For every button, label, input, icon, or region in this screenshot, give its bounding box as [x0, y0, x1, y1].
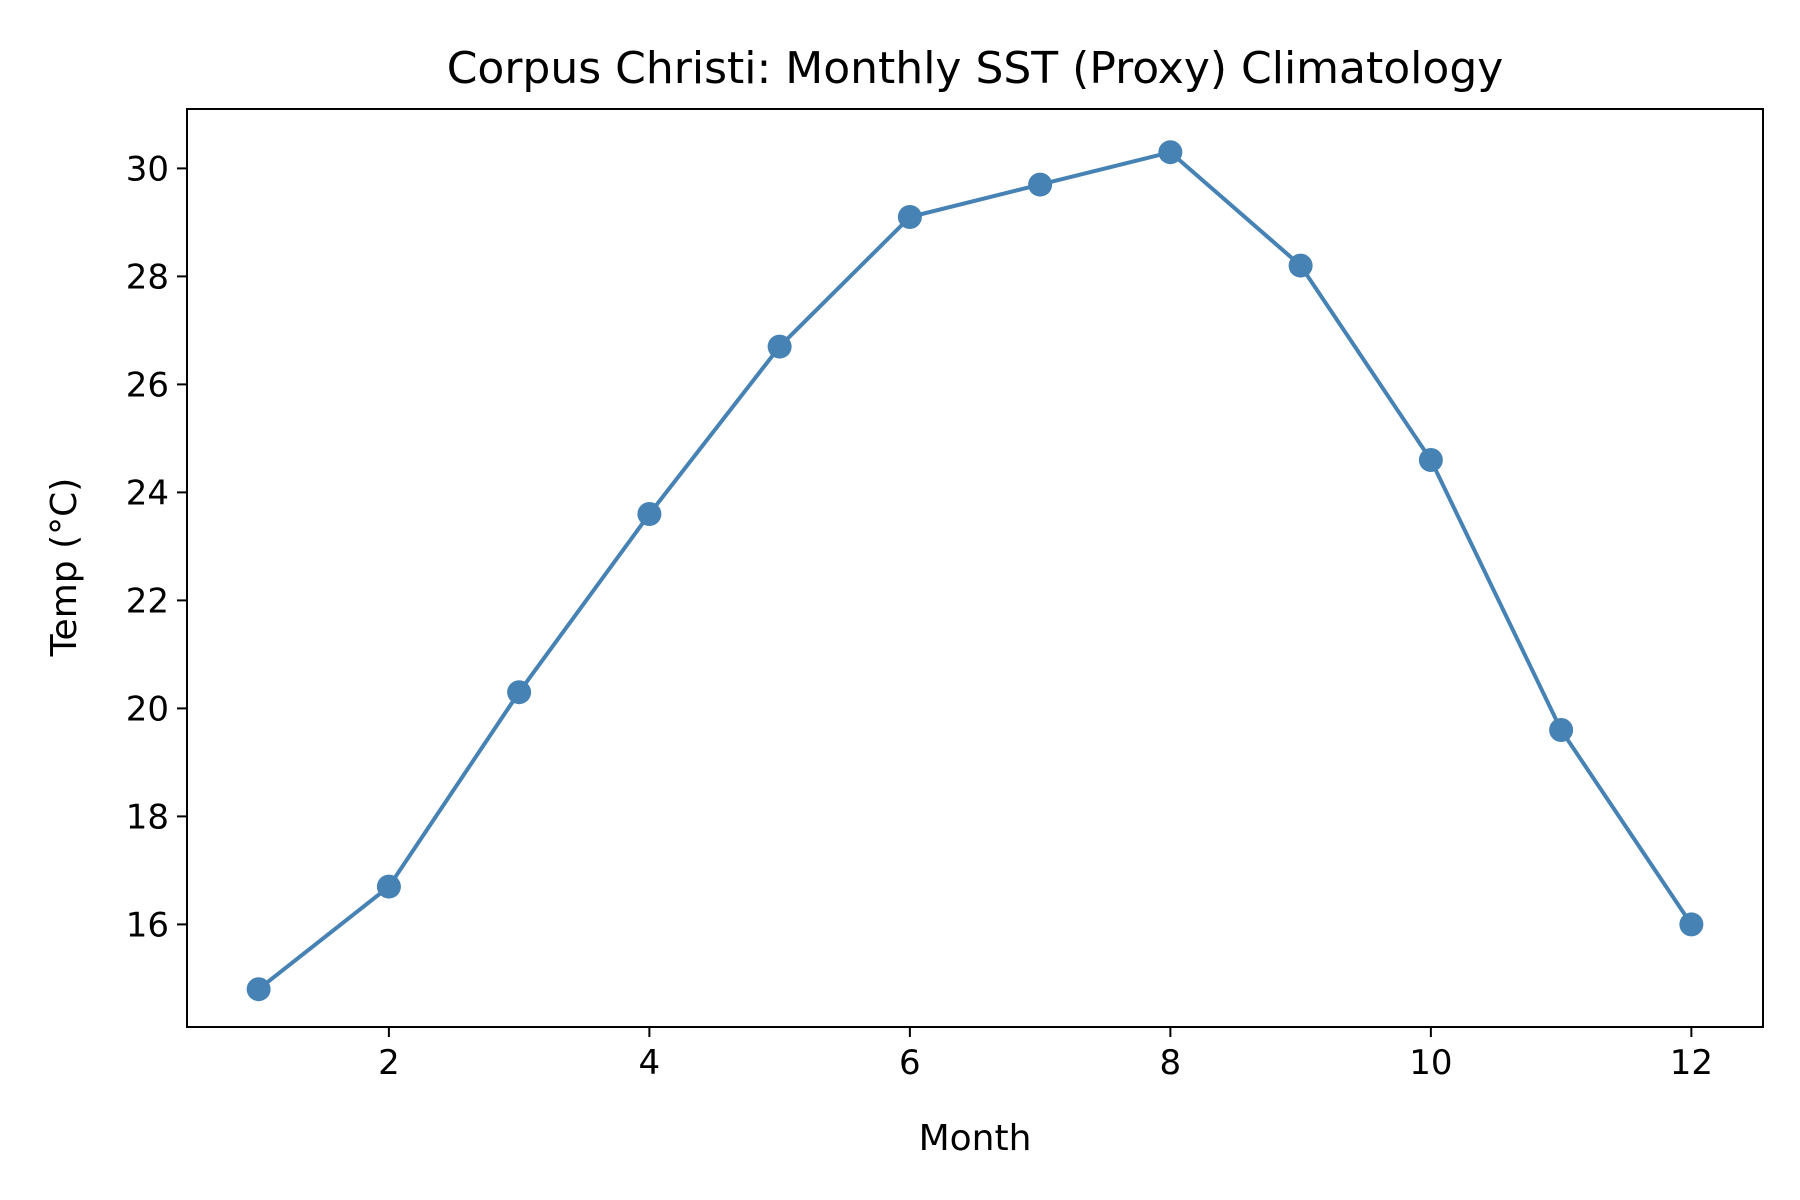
plot-frame [186, 108, 1764, 1028]
x-axis-label: Month [919, 1118, 1032, 1159]
y-tick-label: 24 [126, 473, 169, 513]
data-point [1679, 912, 1704, 937]
x-tick-label: 4 [639, 1043, 661, 1083]
y-tick-label: 22 [126, 581, 169, 621]
data-point [376, 874, 401, 899]
y-tick-label: 16 [126, 905, 169, 945]
data-point [507, 680, 532, 705]
x-tick-label: 10 [1409, 1043, 1452, 1083]
data-point [1158, 140, 1183, 165]
data-point [1028, 172, 1053, 197]
y-tick-label: 28 [126, 257, 169, 297]
data-point [246, 977, 271, 1002]
y-axis-label: Temp (°C) [44, 478, 85, 658]
x-tick-label: 8 [1160, 1043, 1182, 1083]
y-tick-label: 18 [126, 797, 169, 837]
x-tick-label: 2 [378, 1043, 400, 1083]
data-point [767, 334, 792, 359]
data-point [1288, 253, 1313, 278]
data-point [1418, 448, 1443, 472]
x-tick-label: 6 [899, 1043, 921, 1083]
data-point [897, 205, 922, 229]
y-tick-label: 26 [126, 365, 169, 405]
data-point [637, 502, 662, 526]
data-point [1549, 718, 1574, 742]
series-line [256, 150, 1694, 992]
chart-title: Corpus Christi: Monthly SST (Proxy) Clim… [447, 43, 1504, 94]
x-tick-label: 12 [1670, 1043, 1713, 1083]
y-tick-label: 20 [126, 689, 169, 729]
y-tick-label: 30 [126, 149, 169, 189]
